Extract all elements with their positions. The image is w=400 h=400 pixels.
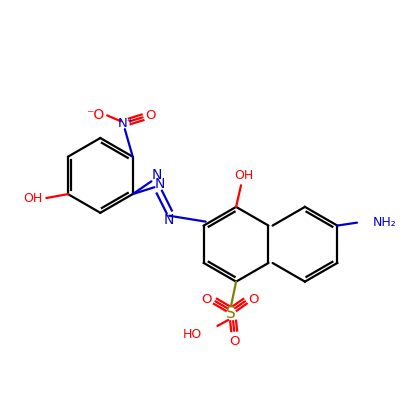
Text: OH: OH [23, 192, 42, 204]
Text: ⁻O: ⁻O [86, 108, 104, 122]
Text: N⁺: N⁺ [118, 117, 134, 130]
Text: N: N [151, 168, 162, 182]
Text: N: N [164, 213, 174, 227]
Text: O: O [201, 293, 212, 306]
Text: S: S [226, 306, 236, 321]
Text: NH₂: NH₂ [373, 216, 396, 229]
Text: O: O [248, 293, 259, 306]
Text: OH: OH [234, 169, 254, 182]
Text: O: O [229, 335, 239, 348]
Text: HO: HO [182, 328, 202, 341]
Text: O: O [145, 109, 156, 122]
Text: N: N [154, 177, 164, 191]
